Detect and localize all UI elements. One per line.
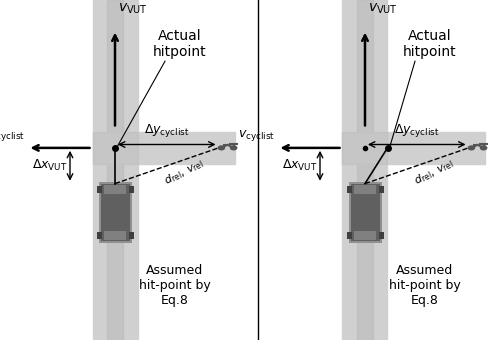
Text: Assumed
hit-point by
Eq.8: Assumed hit-point by Eq.8 bbox=[389, 264, 461, 307]
Text: $d_{\rm rel},\, v_{\rm rel}$: $d_{\rm rel},\, v_{\rm rel}$ bbox=[412, 157, 457, 188]
Bar bbox=[92, 0, 138, 340]
Bar bbox=[92, 132, 235, 164]
Bar bbox=[100, 184, 130, 241]
Bar bbox=[104, 231, 126, 240]
Bar bbox=[378, 186, 384, 193]
Circle shape bbox=[230, 145, 237, 151]
Text: Actual
hitpoint: Actual hitpoint bbox=[153, 29, 207, 59]
Text: $\Delta x_{\rm VUT}$: $\Delta x_{\rm VUT}$ bbox=[282, 158, 318, 173]
Bar bbox=[104, 185, 126, 194]
Text: $v_{\rm cyclist}$: $v_{\rm cyclist}$ bbox=[0, 128, 25, 143]
Bar bbox=[348, 182, 382, 243]
Bar bbox=[354, 231, 376, 240]
Text: $\Delta y_{\rm cyclist}$: $\Delta y_{\rm cyclist}$ bbox=[144, 122, 190, 139]
Bar bbox=[96, 186, 102, 193]
Bar bbox=[342, 0, 388, 340]
Bar bbox=[128, 186, 134, 193]
Bar bbox=[107, 0, 123, 340]
Bar bbox=[357, 0, 373, 340]
Text: $\Delta x_{\rm VUT}$: $\Delta x_{\rm VUT}$ bbox=[32, 158, 68, 173]
Bar bbox=[354, 185, 376, 194]
Bar bbox=[378, 232, 384, 239]
Circle shape bbox=[468, 145, 475, 151]
Bar bbox=[350, 184, 380, 241]
Bar bbox=[128, 232, 134, 239]
Circle shape bbox=[480, 145, 488, 151]
Text: $v_{\rm VUT}$: $v_{\rm VUT}$ bbox=[368, 2, 397, 16]
Circle shape bbox=[218, 145, 225, 151]
Text: $\Delta y_{\rm cyclist}$: $\Delta y_{\rm cyclist}$ bbox=[394, 122, 440, 139]
Text: Actual
hitpoint: Actual hitpoint bbox=[403, 29, 457, 59]
Bar bbox=[92, 132, 138, 164]
Bar bbox=[346, 232, 352, 239]
Text: $d_{\rm rel},\, v_{\rm rel}$: $d_{\rm rel},\, v_{\rm rel}$ bbox=[162, 157, 206, 188]
Text: $v_{\rm VUT}$: $v_{\rm VUT}$ bbox=[118, 2, 147, 16]
Bar bbox=[346, 186, 352, 193]
Text: $v_{\rm cyclist}$: $v_{\rm cyclist}$ bbox=[238, 128, 275, 143]
Bar bbox=[96, 232, 102, 239]
Bar bbox=[98, 182, 132, 243]
Text: Assumed
hit-point by
Eq.8: Assumed hit-point by Eq.8 bbox=[139, 264, 211, 307]
Bar bbox=[342, 132, 485, 164]
Bar bbox=[342, 132, 388, 164]
